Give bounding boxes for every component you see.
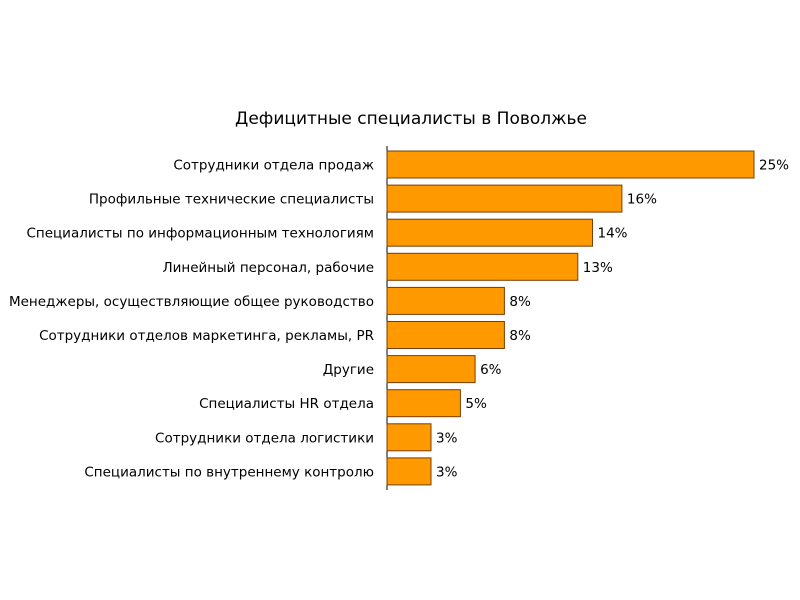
category-label-6: Сотрудники отделов маркетинга, рекламы, … [39,328,374,344]
category-label-8: Специалисты HR отдела [199,396,374,412]
category-label-3: Специалисты по информационным технология… [26,226,374,242]
category-label-10: Специалисты по внутреннему контролю [84,464,374,480]
value-label-1: 25% [759,158,789,174]
category-label-2: Профильные технические специалисты [89,192,374,208]
bar-2 [386,184,623,213]
bar-7 [386,355,476,384]
bar-8 [386,389,461,418]
category-label-4: Линейный персонал, рабочие [162,260,374,276]
bar-9 [386,423,432,452]
value-label-10: 3% [436,464,458,480]
bar-1 [386,150,755,179]
value-label-3: 14% [598,226,628,242]
value-label-6: 8% [509,328,531,344]
bar-5 [386,286,505,315]
value-labels-group: 25% 16% 14% 13% 8% 8% 6% 5% 3% 3% [436,158,789,481]
value-label-9: 3% [436,430,458,446]
value-label-5: 8% [509,294,531,310]
category-label-5: Менеджеры, осуществляющие общее руководс… [9,294,374,310]
bars-group [386,150,755,486]
value-label-2: 16% [627,192,657,208]
bar-4 [386,252,579,281]
bar-6 [386,321,505,349]
category-label-1: Сотрудники отдела продаж [173,158,374,174]
value-label-7: 6% [480,362,502,378]
category-labels-group: Сотрудники отдела продаж Профильные техни… [9,158,374,481]
category-label-9: Сотрудники отдела логистики [155,430,374,446]
value-label-8: 5% [465,396,487,412]
bar-10 [386,457,432,486]
bar-3 [386,218,593,247]
value-label-4: 13% [583,260,613,276]
chart-title: Дефицитные специалисты в Поволжье [235,109,587,129]
category-label-7: Другие [323,362,374,378]
